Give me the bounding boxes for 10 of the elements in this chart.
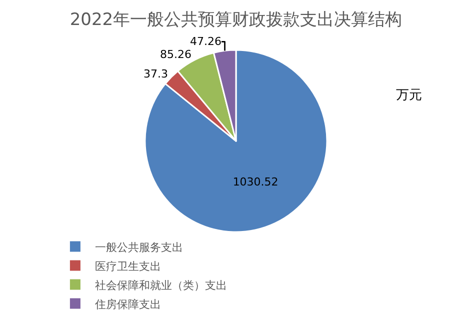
legend-label: 住房保障支出 (95, 298, 162, 311)
legend-label: 医疗卫生支出 (95, 260, 162, 273)
text: 万元 (396, 88, 422, 103)
chart-title: 2022年一般公共预算财政拨款支出决算结构 (70, 10, 402, 30)
data-label: 47.26 (190, 35, 222, 48)
data-label: 37.3 (144, 67, 168, 80)
data-label: 1030.52 (232, 176, 278, 189)
data-label: 85.26 (160, 48, 192, 62)
legend-label: 社会保障和就业（类）支出 (95, 278, 228, 292)
legend-label: 一般公共服务支出 (95, 240, 184, 254)
